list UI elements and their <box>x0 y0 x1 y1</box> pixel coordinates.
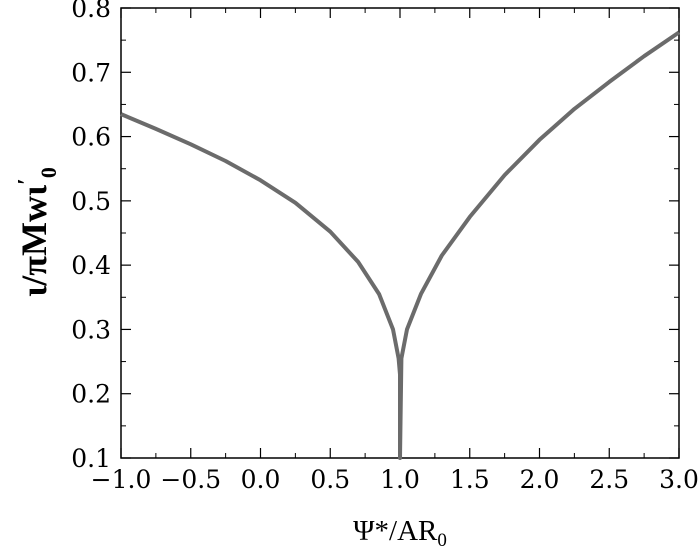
x-tick-label: 2.5 <box>589 465 629 494</box>
x-axis-title-main: Ψ*/AR <box>353 515 438 547</box>
x-tick-label: 0.5 <box>310 465 350 494</box>
x-tick-label: −1.0 <box>91 465 152 494</box>
series-line <box>120 30 681 460</box>
x-tick-label: 2.0 <box>520 465 560 494</box>
tick-labels: −1.0 −0.5 0.0 0.5 1.0 1.5 2.0 2.5 3.0 0.1 0.2 0.3 0.… <box>71 0 699 494</box>
x-tick-label: 3.0 <box>659 465 699 494</box>
y-tick-label: 0.4 <box>71 251 111 280</box>
ticks <box>120 7 680 459</box>
series <box>120 30 681 460</box>
y-tick-label: 0.6 <box>71 123 111 152</box>
y-axis-title: ι/πMwι′0 <box>14 167 61 297</box>
y-tick-label: 0.3 <box>71 315 111 344</box>
x-tick-label: −0.5 <box>160 465 221 494</box>
x-tick-label: 1.5 <box>450 465 490 494</box>
x-axis-title: Ψ*/AR0 <box>353 515 447 551</box>
y-tick-label: 0.2 <box>71 380 111 409</box>
x-tick-label: 1.0 <box>380 465 420 494</box>
y-axis-title-main: ι/πMwι <box>14 184 54 297</box>
x-tick-label: 0.0 <box>241 465 281 494</box>
plot-area <box>120 7 681 460</box>
y-axis-title-superscript: ′ <box>14 178 40 185</box>
y-axis-title-subscript: 0 <box>36 167 61 178</box>
y-tick-label: 0.8 <box>71 0 111 23</box>
y-tick-label: 0.5 <box>71 187 111 216</box>
y-tick-label: 0.7 <box>71 58 111 87</box>
y-tick-label: 0.1 <box>71 444 111 473</box>
x-axis-title-subscript: 0 <box>437 530 447 551</box>
